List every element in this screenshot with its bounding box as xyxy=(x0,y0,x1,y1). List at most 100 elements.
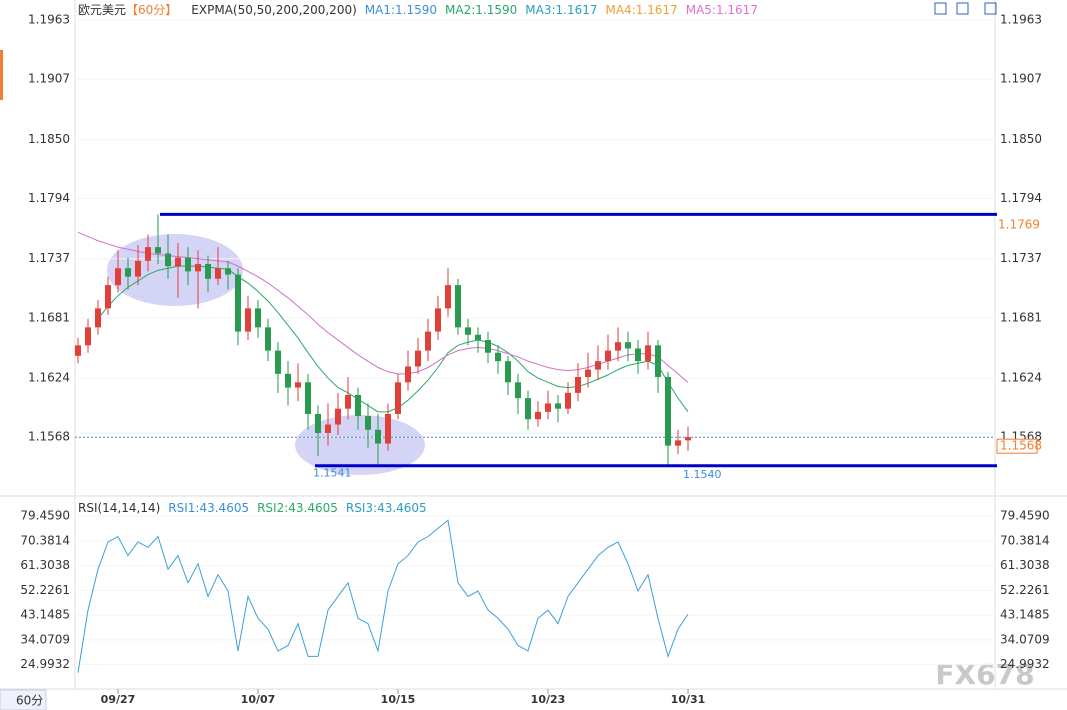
candle-body xyxy=(95,308,101,328)
y-tick-label: 1.1568 xyxy=(28,430,70,444)
candle-body xyxy=(125,268,131,277)
candle-body xyxy=(365,416,371,430)
marker-price-label: 1.1769 xyxy=(998,217,1040,231)
candle-body xyxy=(105,285,111,309)
rsi-header: RSI(14,14,14) RSI1:43.4605 RSI2:43.4605 RSI… xyxy=(78,501,427,515)
tool-icon[interactable] xyxy=(956,2,969,15)
candle-body xyxy=(175,257,181,267)
candle-body xyxy=(445,285,451,309)
candle-body xyxy=(335,408,341,425)
toolbar[interactable] xyxy=(934,2,997,15)
y-tick-label: 1.1737 xyxy=(28,251,70,265)
y-tick-label: 1.1907 xyxy=(28,72,70,86)
candle-body xyxy=(75,345,81,356)
candle-body xyxy=(295,382,301,388)
candle-body xyxy=(495,352,501,362)
y-tick-label: 1.1850 xyxy=(28,132,70,146)
candle-body xyxy=(185,257,191,272)
period-tab[interactable] xyxy=(0,689,47,710)
candle-body xyxy=(435,308,441,332)
header-item: MA5:1.1617 xyxy=(686,3,758,17)
candle-body xyxy=(345,394,351,409)
candle-body xyxy=(145,247,151,261)
candle-body xyxy=(455,285,461,328)
y-tick-label: 1.1624 xyxy=(28,371,70,385)
x-tick-label: 10/07 xyxy=(241,693,276,706)
candle-body xyxy=(525,398,531,420)
candle-body xyxy=(205,264,211,279)
candle-body xyxy=(655,345,661,378)
last-price-tag xyxy=(996,438,1038,454)
candle-body xyxy=(555,403,561,409)
candle-body xyxy=(215,268,221,279)
candle-body xyxy=(635,348,641,362)
candle-body xyxy=(645,345,651,362)
header-item: RSI3:43.4605 xyxy=(346,501,427,515)
period-tab-label[interactable]: 60分 xyxy=(16,694,43,708)
candle-body xyxy=(235,274,241,332)
header-item: 【60分】 xyxy=(126,3,177,17)
y-tick-label: 24.9932 xyxy=(1000,657,1050,671)
candle-body xyxy=(245,308,251,332)
y-tick-label: 1.1794 xyxy=(28,191,70,205)
y-tick-label: 79.4590 xyxy=(20,509,70,523)
candle-body xyxy=(535,411,541,420)
candle-body xyxy=(115,268,121,286)
candle-body xyxy=(485,340,491,353)
candle-body xyxy=(395,382,401,414)
x-tick-label: 10/31 xyxy=(671,693,706,706)
candle-body xyxy=(355,394,361,417)
level-label: 1.1540 xyxy=(683,468,722,481)
candle-body xyxy=(625,342,631,349)
candle-body xyxy=(415,350,421,367)
candle-body xyxy=(195,264,201,272)
rsi-line xyxy=(77,519,689,673)
candle-body xyxy=(585,369,591,378)
y-tick-label: 34.0709 xyxy=(20,632,70,646)
y-tick-label: 1.1907 xyxy=(1000,72,1042,86)
y-tick-label: 61.3038 xyxy=(20,558,70,572)
candle-body xyxy=(615,342,621,351)
x-tick-label: 10/23 xyxy=(531,693,566,706)
header-item: RSI1:43.4605 xyxy=(168,501,249,515)
tool-icon[interactable] xyxy=(984,2,997,15)
y-tick-label: 1.1737 xyxy=(1000,251,1042,265)
x-tick-label: 10/15 xyxy=(381,693,416,706)
ema-line xyxy=(77,231,689,383)
candle-body xyxy=(405,366,411,383)
y-tick-label: 24.9932 xyxy=(20,657,70,671)
candle-body xyxy=(275,350,281,374)
header-item: RSI(14,14,14) xyxy=(78,501,160,515)
candle-body xyxy=(155,247,161,254)
y-tick-label: 1.1794 xyxy=(1000,191,1042,205)
y-tick-label: 1.1624 xyxy=(1000,371,1042,385)
x-tick-label: 09/27 xyxy=(101,693,136,706)
tool-icon[interactable] xyxy=(934,2,947,15)
level-label: 1.1541 xyxy=(313,467,352,480)
y-tick-label: 1.1963 xyxy=(28,13,70,27)
candle-body xyxy=(225,268,231,275)
candle-body xyxy=(515,382,521,399)
candle-body xyxy=(375,429,381,444)
header-item: 欧元美元 xyxy=(78,3,126,17)
candle-body xyxy=(505,361,511,383)
watermark: FX678 xyxy=(935,658,1034,691)
candle-body xyxy=(685,437,691,441)
y-tick-label: 43.1485 xyxy=(20,608,70,622)
y-tick-label: 61.3038 xyxy=(1000,558,1050,572)
candle-body xyxy=(165,253,171,267)
candle-body xyxy=(135,260,141,277)
candle-body xyxy=(255,308,261,328)
candle-body xyxy=(575,377,581,393)
y-tick-label: 1.1963 xyxy=(1000,13,1042,27)
side-marker xyxy=(0,50,3,100)
y-tick-label: 52.2261 xyxy=(1000,583,1050,597)
candle-body xyxy=(285,373,291,388)
candle-body xyxy=(305,382,311,414)
candle-body xyxy=(85,327,91,346)
y-tick-label: 1.1681 xyxy=(1000,310,1042,324)
candle-body xyxy=(265,327,271,351)
candle-body xyxy=(675,440,681,446)
